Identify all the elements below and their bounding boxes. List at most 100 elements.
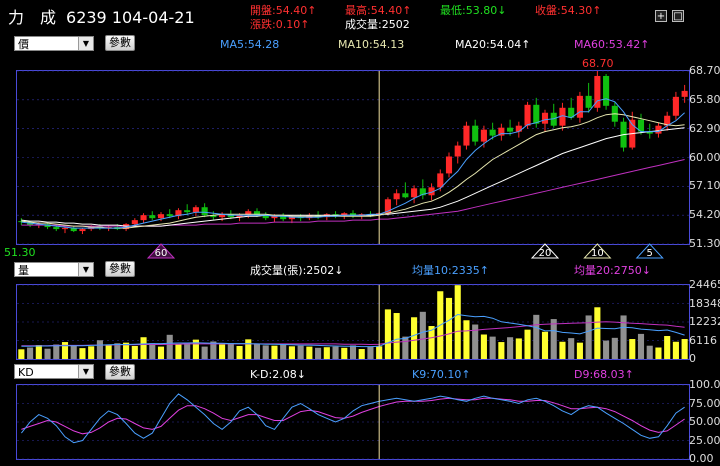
d9-label: D9:68.03↑	[574, 368, 634, 381]
volume-bar	[646, 345, 653, 359]
candle-body	[419, 188, 426, 196]
volume-bar	[655, 347, 662, 359]
ma60-label: MA60:53.42↑	[574, 38, 650, 51]
volume-bar	[594, 307, 601, 359]
price-panel[interactable]	[16, 70, 690, 245]
open-price: 開盤:54.40↑	[250, 4, 317, 17]
volume-bar	[402, 336, 409, 359]
kd-indicator-select[interactable]: KD ▼	[14, 364, 94, 379]
candle-body	[664, 115, 671, 126]
kd-param-button[interactable]: 參數	[105, 364, 135, 380]
candle-body	[655, 125, 662, 134]
candle-body	[149, 215, 156, 219]
candle-body	[201, 207, 208, 216]
candle-body	[192, 207, 199, 213]
kd-diff-label: K-D:2.08↓	[250, 368, 306, 381]
volume-bar	[27, 347, 34, 359]
candle-body	[594, 75, 601, 108]
volume-bar	[184, 342, 191, 359]
candle-body	[541, 112, 549, 124]
volume-bar	[131, 345, 138, 359]
volume-bar	[637, 333, 645, 359]
volume-bar	[559, 341, 566, 359]
low-marker-label: 51.30	[4, 246, 36, 259]
volume-bar	[315, 347, 322, 359]
volume-indicator-select[interactable]: 量 ▼	[14, 262, 94, 277]
volume-bar	[280, 344, 287, 359]
volume-bar	[611, 337, 618, 359]
candle-body	[341, 213, 348, 217]
volume-bar	[411, 317, 418, 359]
candle-body	[445, 156, 453, 174]
candle-body	[637, 119, 645, 132]
candle-body	[646, 131, 653, 134]
candle-body	[507, 127, 514, 132]
candle-body	[480, 129, 487, 142]
volume-value-label: 成交量(張):2502↓	[250, 264, 344, 277]
ma5-line	[21, 98, 685, 229]
candle-body	[384, 199, 391, 214]
candle-body	[157, 214, 165, 219]
price-tick-label: 57.10	[689, 179, 720, 193]
volume-bar	[681, 339, 688, 359]
volume-indicator-value: 量	[18, 264, 29, 277]
price-tick-label: 51.30	[689, 237, 720, 250]
ma-marker-triangle	[635, 243, 664, 259]
volume-bar	[166, 334, 173, 359]
candle-body	[131, 220, 138, 225]
ma20-label: MA20:54.04↑	[455, 38, 531, 51]
kd-tick-label: 0.00	[689, 452, 714, 465]
candle-body	[524, 104, 531, 126]
avg10-label: 均量10:2335↑	[412, 264, 489, 277]
volume-bar	[236, 345, 243, 359]
candle-body	[576, 95, 583, 118]
volume-bar	[393, 313, 400, 359]
plus-icon[interactable]: +	[655, 10, 667, 22]
volume-bar	[192, 339, 199, 359]
candle-body	[559, 107, 566, 126]
k9-line	[21, 393, 685, 444]
kd-panel[interactable]	[16, 384, 690, 460]
candle-body	[262, 215, 269, 219]
volume-bar	[323, 347, 330, 359]
volume-bar	[105, 345, 112, 359]
avg20-line	[21, 321, 685, 347]
candle-body	[236, 215, 243, 218]
volume-bar	[515, 338, 522, 359]
ma-marker-triangle	[583, 243, 612, 259]
candle-body	[105, 227, 112, 229]
price-tick-label: 62.90	[689, 121, 720, 135]
volume-bar	[18, 349, 25, 359]
price-change: 漲跌:0.10↑	[250, 18, 310, 31]
volume-bar	[472, 324, 479, 359]
volume-bar	[620, 315, 627, 359]
k9-label: K9:70.10↑	[412, 368, 471, 381]
candle-body	[568, 107, 575, 118]
close-price: 收盤:54.30↑	[535, 4, 602, 17]
total-volume: 成交量:2502	[345, 18, 410, 31]
high-marker-label: 68.70	[582, 57, 614, 70]
kd-tick-label: 75.00	[689, 396, 720, 410]
volume-bar	[576, 342, 583, 359]
candle-body	[515, 125, 522, 132]
price-tick-label: 68.70	[689, 64, 720, 77]
volume-bar	[341, 347, 348, 359]
d9-line	[21, 397, 685, 435]
volume-bar	[70, 345, 77, 359]
window-icon[interactable]: □	[672, 10, 684, 22]
stock-title: 力 成 6239 104-04-21	[8, 8, 195, 28]
volume-bar	[349, 345, 357, 359]
volume-bar	[175, 344, 182, 359]
candle-body	[498, 127, 505, 136]
volume-bar	[88, 346, 95, 359]
candle-body	[489, 129, 496, 136]
candle-body	[27, 222, 34, 226]
price-indicator-select[interactable]: 價 ▼	[14, 36, 94, 51]
high-price: 最高:54.40↑	[345, 4, 412, 17]
price-param-button[interactable]: 參數	[105, 35, 135, 51]
volume-param-button[interactable]: 參數	[105, 261, 135, 277]
candle-body	[463, 125, 470, 146]
volume-tick-label: 18348	[689, 296, 720, 310]
volume-panel[interactable]	[16, 284, 690, 360]
ma-marker-label: 60	[155, 248, 168, 259]
